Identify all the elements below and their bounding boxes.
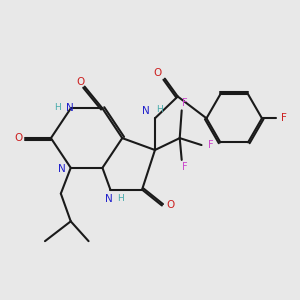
Text: H: H (117, 194, 124, 203)
Text: H: H (55, 103, 61, 112)
Text: N: N (142, 106, 150, 116)
Text: F: F (182, 162, 188, 172)
Text: O: O (14, 133, 22, 143)
Text: N: N (104, 194, 112, 203)
Text: O: O (167, 200, 175, 211)
Text: O: O (76, 76, 85, 87)
Text: F: F (208, 140, 213, 150)
Text: H: H (157, 105, 163, 114)
Text: F: F (182, 98, 188, 108)
Text: N: N (66, 103, 74, 113)
Text: F: F (281, 113, 287, 123)
Text: N: N (58, 164, 66, 174)
Text: O: O (154, 68, 162, 78)
